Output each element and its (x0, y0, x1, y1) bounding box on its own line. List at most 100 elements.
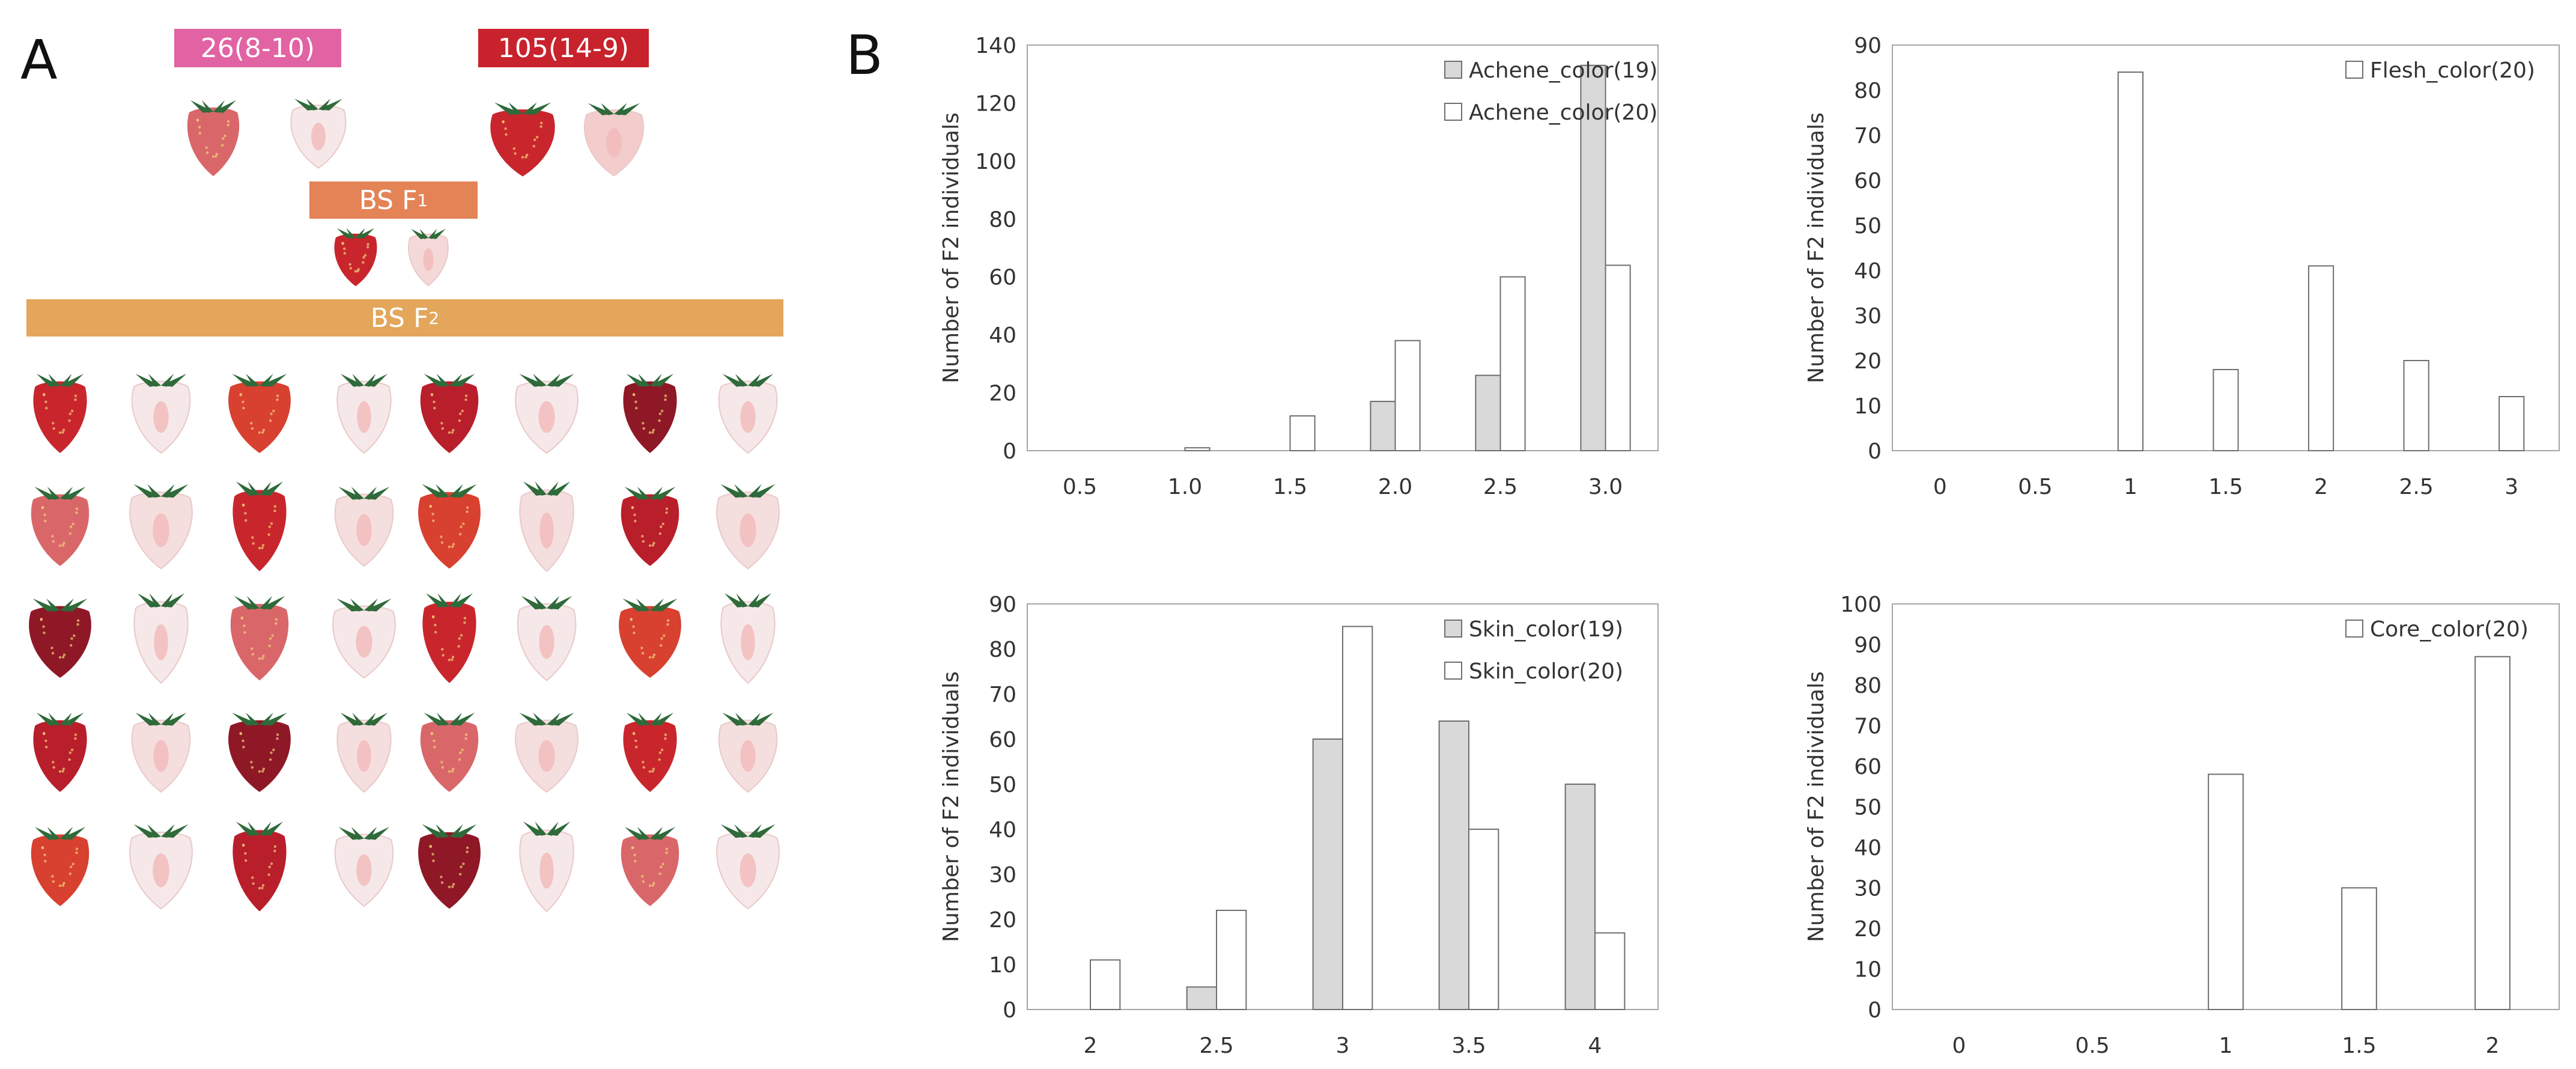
bar-achene-1-3 (1394, 340, 1421, 451)
legend-swatch-0 (2345, 61, 2363, 79)
f2-fruit-cut (334, 827, 394, 907)
x-tick-label: 1.0 (1168, 475, 1202, 499)
bar-core-0-3 (2341, 887, 2377, 1010)
f2-fruit-cut (718, 713, 778, 793)
x-tick-label: 1.5 (2342, 1034, 2376, 1058)
y-tick-label: 20 (1854, 917, 1882, 942)
x-tick-label: 2 (1084, 1034, 1098, 1058)
f2-fruit (619, 598, 681, 678)
legend-swatch-0 (1444, 61, 1462, 79)
x-tick-label: 3.5 (1451, 1034, 1486, 1058)
y-tick-label: 80 (989, 207, 1016, 232)
y-tick-label: 140 (975, 34, 1016, 58)
y-tick-label: 30 (989, 863, 1016, 888)
legend-swatch-1 (1444, 662, 1462, 680)
x-tick-label: 2.5 (2399, 475, 2434, 499)
y-axis-label: Number of F2 individuals (1804, 112, 1829, 383)
y-tick-label: 20 (989, 382, 1016, 406)
y-tick-label: 100 (975, 150, 1016, 174)
f2-fruit (623, 713, 677, 792)
f2-fruit (228, 374, 291, 453)
bar-achene-0-5 (1580, 64, 1606, 451)
chart-achene-color: 0 20 40 60 80 100 120 140 Number of F2 individua… (939, 34, 1659, 499)
x-tick-label: 0.5 (1063, 475, 1097, 499)
panel-b-letter: B (846, 24, 883, 87)
f2-fruit-cut (131, 713, 191, 793)
legend-label-0: Core_color(20) (2370, 617, 2529, 642)
x-tick-label: 3.0 (1588, 475, 1623, 499)
y-tick-label: 90 (1854, 633, 1882, 658)
legend-label-0: Achene_color(19) (1469, 58, 1657, 83)
bar-core-0-2 (2208, 773, 2244, 1010)
f2-fruit-cut (716, 484, 780, 570)
legend-swatch-0 (1444, 620, 1462, 638)
x-tick-label: 2.0 (1378, 475, 1412, 499)
y-tick-label: 60 (1854, 755, 1882, 779)
y-tick-label: 30 (1854, 877, 1882, 901)
f1-label-sub: 1 (417, 190, 428, 210)
x-tick-label: 0 (1952, 1034, 1966, 1058)
bar-skin-0-3 (1438, 720, 1470, 1010)
panel-a-letter: A (20, 29, 58, 92)
bar-achene-0-4 (1475, 374, 1501, 452)
chart-skin-color: 0 10 20 30 40 50 60 70 80 90 Number of F2 individu… (939, 592, 1659, 1058)
f2-fruit (230, 595, 289, 681)
y-tick-label: 10 (989, 953, 1016, 978)
x-tick-label: 2.5 (1199, 1034, 1233, 1058)
bar-skin-1-4 (1594, 932, 1626, 1010)
bar-skin-0-4 (1564, 784, 1596, 1010)
x-tick-label: 1 (2124, 475, 2137, 499)
f2-fruit-cut (334, 487, 394, 567)
y-tick-label: 50 (1854, 796, 1882, 820)
f2-fruit (420, 374, 479, 453)
bar-skin-1-3 (1468, 829, 1499, 1010)
f2-label-sub: 2 (428, 308, 440, 328)
f1-label-main: BS F (359, 184, 418, 216)
f2-fruit-cut (519, 821, 574, 913)
f2-fruit (29, 598, 91, 678)
y-axis-label: Number of F2 individuals (939, 671, 964, 942)
y-tick-label: 60 (989, 266, 1016, 290)
y-tick-label: 70 (1854, 124, 1882, 148)
y-axis-label: Number of F2 individuals (1804, 671, 1829, 942)
legend-label-1: Skin_color(20) (1469, 659, 1623, 684)
f2-fruit-cut (515, 374, 579, 454)
legend-swatch-1 (1444, 103, 1462, 121)
bar-skin-0-2 (1312, 739, 1344, 1010)
f2-fruit-cut (336, 374, 392, 454)
f2-fruit-cut (129, 484, 193, 570)
legend-label-0: Flesh_color(20) (2370, 58, 2535, 83)
legend-label-0: Skin_color(19) (1469, 617, 1623, 642)
x-tick-label: 1.5 (2208, 475, 2243, 499)
x-tick-label: 3 (2505, 475, 2518, 499)
f2-fruit-cut (515, 713, 579, 793)
f2-fruit-cut (131, 374, 191, 454)
y-tick-label: 120 (975, 91, 1016, 116)
y-tick-label: 100 (1840, 592, 1882, 617)
f2-fruit (31, 827, 90, 906)
x-tick-label: 3 (1336, 1034, 1350, 1058)
strawberry-photos (29, 99, 780, 913)
f2-fruit-cut (517, 595, 577, 681)
x-tick-label: 4 (1588, 1034, 1602, 1058)
plot-frame (1027, 44, 1659, 451)
bar-achene-1-1 (1184, 447, 1211, 452)
bar-skin-0-1 (1186, 986, 1217, 1010)
bar-flesh-0-2 (2117, 72, 2144, 451)
f2-fruit (232, 821, 287, 912)
bar-skin-1-0 (1090, 959, 1121, 1010)
y-tick-label: 90 (1854, 34, 1882, 58)
y-tick-label: 70 (989, 683, 1016, 707)
y-tick-label: 0 (1003, 439, 1016, 464)
y-tick-label: 40 (1854, 259, 1882, 284)
f2-fruit-cut (336, 713, 392, 793)
bar-achene-1-5 (1605, 264, 1631, 451)
bar-skin-1-1 (1216, 910, 1247, 1010)
f2-fruit (33, 713, 87, 792)
f2-fruit (232, 481, 287, 571)
f2-fruit (418, 484, 481, 569)
